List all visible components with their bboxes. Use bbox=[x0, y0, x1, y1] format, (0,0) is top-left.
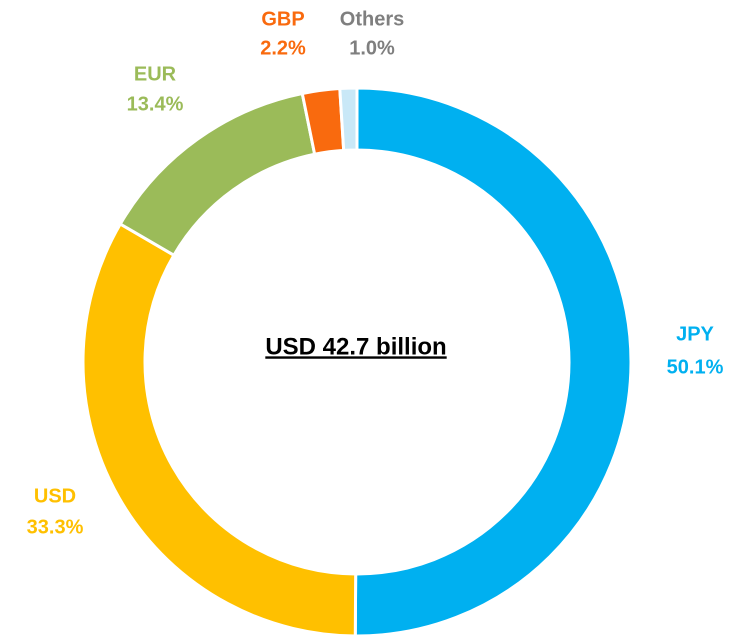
segment-value-label: 1.0% bbox=[349, 37, 395, 59]
segment-label: USD bbox=[34, 485, 76, 507]
donut-segment bbox=[353, 86, 633, 636]
segment-label: GBP bbox=[261, 8, 304, 30]
segment-label: EUR bbox=[134, 63, 177, 85]
donut-segment bbox=[81, 221, 358, 636]
segment-value-label: 50.1% bbox=[667, 356, 724, 378]
segment-label: JPY bbox=[676, 323, 714, 345]
segment-value-label: 2.2% bbox=[260, 37, 306, 59]
donut-segment bbox=[118, 91, 317, 258]
segment-label: Others bbox=[340, 8, 404, 30]
segment-value-label: 33.3% bbox=[27, 516, 84, 538]
segment-value-label: 13.4% bbox=[127, 93, 184, 115]
center-text: USD 42.7 billion bbox=[265, 333, 446, 360]
donut-segment bbox=[338, 86, 359, 153]
